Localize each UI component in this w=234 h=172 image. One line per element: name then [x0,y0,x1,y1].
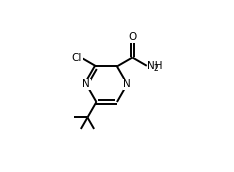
Text: N: N [123,79,131,89]
Text: NH: NH [147,61,163,71]
Text: O: O [128,32,137,42]
Text: Cl: Cl [72,53,82,63]
Text: N: N [82,79,90,89]
Text: 2: 2 [154,64,159,73]
